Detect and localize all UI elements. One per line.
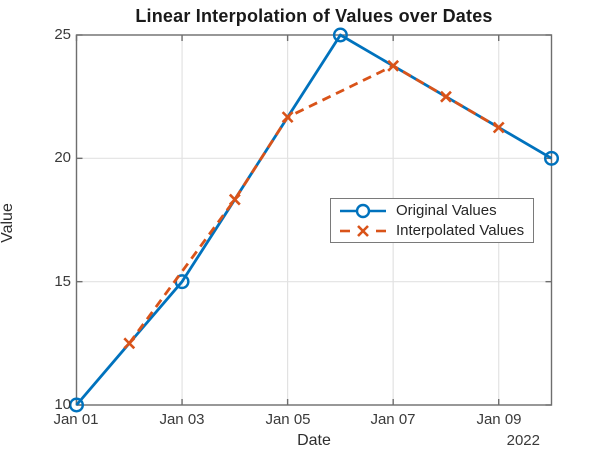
x-tick-label-jan07: Jan 07 (370, 411, 416, 428)
y-tick-label-15: 15 (54, 273, 71, 290)
legend-sample-original-line-icon (340, 203, 386, 218)
series-line-interpolated-values (128, 64, 500, 345)
legend-label-original: Original Values (396, 202, 497, 219)
data-point-marker-interpolated-values (387, 59, 400, 72)
y-axis-label: Value (0, 203, 16, 243)
data-point-marker-interpolated-values (440, 90, 452, 103)
x-axis-year-label: 2022 (506, 432, 540, 449)
data-point-marker-original-values (68, 397, 84, 413)
axes-box (75, 34, 553, 406)
x-axis-label: Date (297, 432, 331, 449)
data-point-marker-interpolated-values (281, 111, 294, 124)
data-point-marker-interpolated-values (492, 121, 505, 134)
data-point-marker-original-values (544, 150, 560, 166)
chart-title: Linear Interpolation of Values over Date… (135, 6, 493, 26)
y-tick-label-20: 20 (54, 149, 71, 166)
legend-box: Original Values Interpolated Values (330, 198, 534, 243)
data-point-marker-original-values (332, 27, 348, 43)
legend-row-interpolated: Interpolated Values (331, 221, 533, 240)
legend-label-interpolated: Interpolated Values (396, 222, 525, 239)
legend-sample-interpolated-line-icon (340, 224, 386, 237)
data-point-marker-interpolated-values (228, 193, 241, 206)
legend-row-original: Original Values (331, 201, 533, 220)
data-point-marker-interpolated-values (123, 337, 136, 350)
x-tick-label-jan05: Jan 05 (265, 411, 311, 428)
x-tick-label-jan01: Jan 01 (53, 411, 99, 428)
y-tick-label-25: 25 (54, 26, 71, 43)
x-tick-label-jan09: Jan 09 (476, 411, 522, 428)
y-tick-label-10: 10 (54, 396, 71, 413)
x-tick-label-jan03: Jan 03 (159, 411, 205, 428)
